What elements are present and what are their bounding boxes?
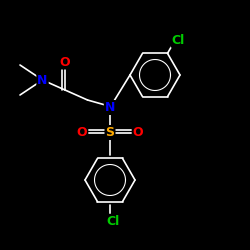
Text: N: N xyxy=(37,74,48,86)
Text: O: O xyxy=(60,56,70,68)
Text: Cl: Cl xyxy=(106,215,120,228)
Text: N: N xyxy=(105,101,115,114)
Text: S: S xyxy=(106,126,114,139)
Text: O: O xyxy=(77,126,87,139)
Text: Cl: Cl xyxy=(172,34,185,47)
Text: O: O xyxy=(133,126,143,139)
